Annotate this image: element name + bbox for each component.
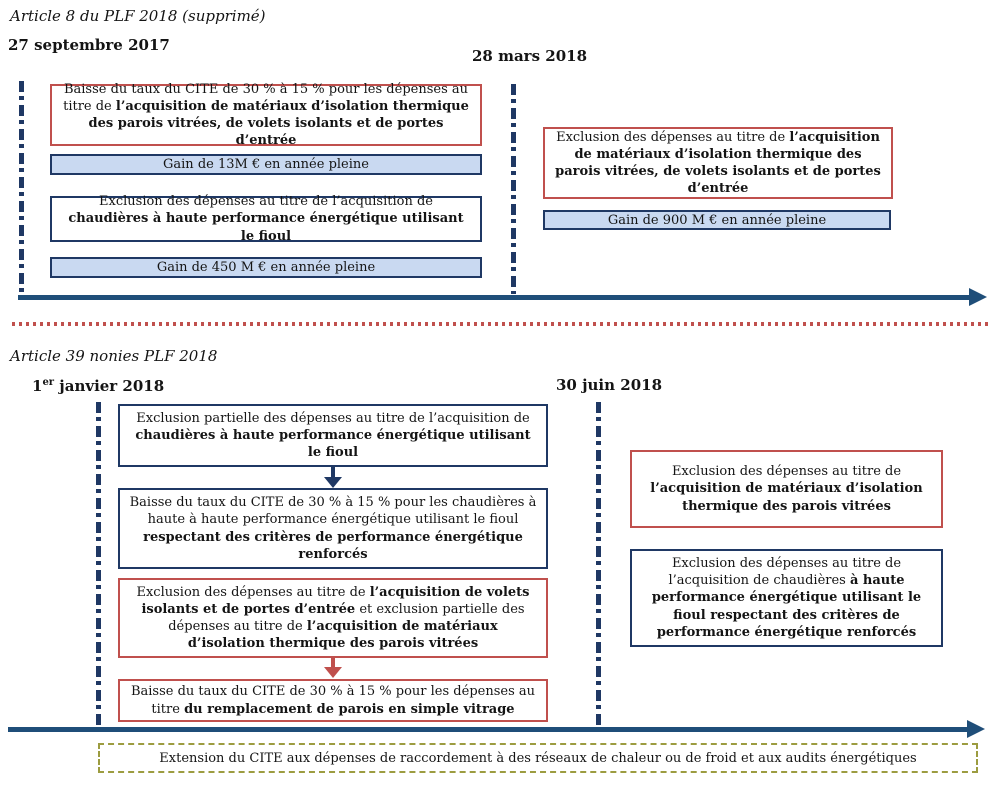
gain-900m-bar: Gain de 900 M € en année pleine xyxy=(543,210,891,230)
gain-450m-label: Gain de 450 M € en année pleine xyxy=(156,260,376,275)
section2-title: Article 39 nonies PLF 2018 xyxy=(10,347,218,365)
timeline-arrowhead-top-icon xyxy=(969,288,987,306)
box-exclusion-chaudieres-renforces: Exclusion des dépenses au titre de l’acq… xyxy=(630,549,943,647)
box-text: Exclusion des dépenses au titre de l’acq… xyxy=(650,464,923,514)
box-baisse-cite-chaudieres: Baisse du taux du CITE de 30 % à 15 % po… xyxy=(118,488,548,569)
box-text: Baisse du taux du CITE de 30 % à 15 % po… xyxy=(63,81,469,149)
box-text: Exclusion des dépenses au titre de l’acq… xyxy=(68,194,464,244)
box-text: Baisse du taux du CITE de 30 % à 15 % po… xyxy=(129,495,537,562)
box-exclusion-materiaux-isolation: Exclusion des dépenses au titre de l’acq… xyxy=(543,127,893,199)
dashed-marker-30-juin xyxy=(596,402,601,727)
gain-900m-label: Gain de 900 M € en année pleine xyxy=(607,212,827,228)
timeline-arrowhead-bottom-icon xyxy=(967,720,985,738)
extension-cite-label: Extension du CITE aux dépenses de raccor… xyxy=(159,750,917,766)
red-dotted-divider xyxy=(12,322,990,326)
date-30-juin-2018: 30 juin 2018 xyxy=(556,376,663,394)
timeline-axis-bottom xyxy=(8,727,968,732)
gain-450m-bar: Gain de 450 M € en année pleine xyxy=(50,257,482,278)
box-text: Exclusion des dépenses au titre de l’acq… xyxy=(555,129,881,197)
date-28-mars-2018: 28 mars 2018 xyxy=(472,47,588,65)
gain-13m-label: Gain de 13M € en année pleine xyxy=(163,157,369,172)
box-exclusion-partielle-chaudieres: Exclusion partielle des dépenses au titr… xyxy=(118,404,548,467)
gain-13m-bar: Gain de 13M € en année pleine xyxy=(50,154,482,175)
down-arrow-red-icon xyxy=(323,656,343,678)
box-text: Baisse du taux du CITE de 30 % à 15 % po… xyxy=(130,684,536,717)
box-text: Exclusion des dépenses au titre de l’acq… xyxy=(136,584,530,652)
timeline-axis-top xyxy=(18,295,970,300)
dashed-marker-1er-janvier xyxy=(96,402,101,727)
box-text: Exclusion des dépenses au titre de l’acq… xyxy=(651,556,922,640)
date-27-septembre-2017: 27 septembre 2017 xyxy=(8,36,170,54)
box-exclusion-volets-portes: Exclusion des dépenses au titre de l’acq… xyxy=(118,578,548,658)
box-text: Exclusion partielle des dépenses au titr… xyxy=(135,410,531,461)
extension-cite-note: Extension du CITE aux dépenses de raccor… xyxy=(98,743,978,773)
date-1er-janvier-2018: 1er janvier 2018 xyxy=(32,377,165,395)
box-baisse-cite-simple-vitrage: Baisse du taux du CITE de 30 % à 15 % po… xyxy=(118,679,548,722)
dashed-marker-27-septembre xyxy=(19,81,24,294)
down-arrow-blue-icon xyxy=(323,466,343,488)
section1-title: Article 8 du PLF 2018 (supprimé) xyxy=(10,7,266,25)
box-baisse-taux-cite-parois: Baisse du taux du CITE de 30 % à 15 % po… xyxy=(50,82,482,148)
dashed-marker-28-mars xyxy=(511,84,516,294)
box-exclusion-chaudieres-fioul: Exclusion des dépenses au titre de l’acq… xyxy=(50,194,482,244)
box-exclusion-parois-vitrees: Exclusion des dépenses au titre de l’acq… xyxy=(630,450,943,528)
